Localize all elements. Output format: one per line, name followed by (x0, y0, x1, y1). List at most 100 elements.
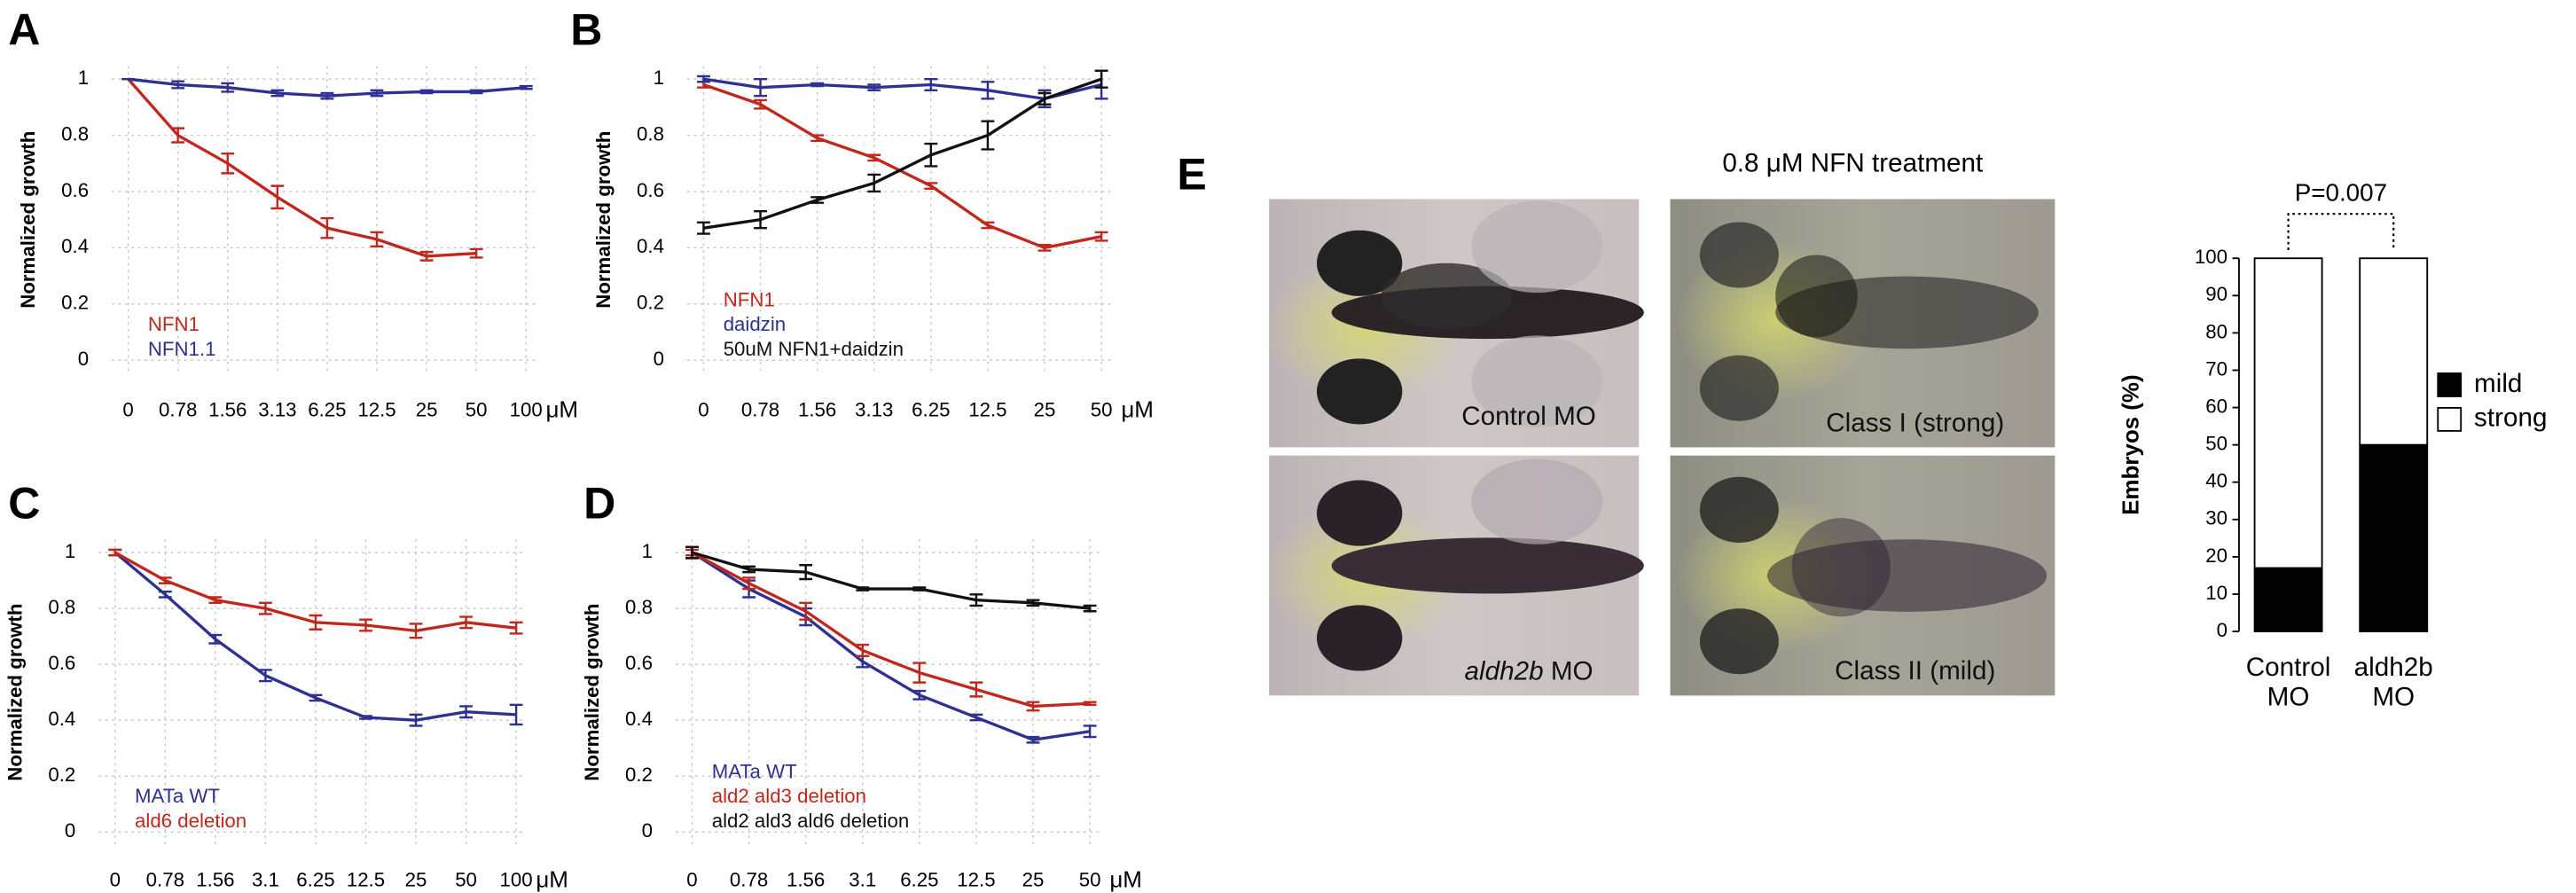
x-tick-label: 25 (405, 869, 427, 891)
legend-entry: ald2 ald3 deletion (712, 785, 866, 807)
y-tick-label: 50 (2205, 433, 2228, 455)
y-tick-label: 40 (2205, 470, 2228, 492)
series-line (691, 551, 1091, 741)
y-tick-label: 0 (78, 348, 89, 370)
y-tick-label: 0.4 (48, 708, 75, 730)
error-bar (221, 152, 235, 175)
photo (1670, 455, 2055, 696)
error-bar (158, 590, 172, 599)
x-tick-label: 0.78 (730, 869, 768, 891)
y-tick-label: 1 (654, 67, 664, 89)
x-tick-label: 25 (1034, 399, 1056, 421)
image-label: Control MO (1461, 402, 1596, 431)
error-bar (969, 713, 983, 722)
error-bar (459, 615, 473, 630)
y-tick-label: 0.2 (625, 764, 653, 786)
error-bar (1094, 231, 1108, 242)
legend-entry: MATa WT (712, 760, 797, 782)
error-bar (1037, 243, 1052, 252)
error-bar (912, 689, 927, 701)
x-tick-label: Control MO (2245, 654, 2331, 712)
x-tick-label: 0 (698, 399, 709, 421)
x-tick-label: 3.1 (849, 869, 876, 891)
x-tick-label: 100 (510, 399, 543, 421)
x-unit: μM (536, 868, 568, 893)
x-tick-label: 25 (1022, 869, 1045, 891)
y-axis-label: Embryos (%) (2118, 374, 2143, 515)
error-bar (856, 586, 870, 591)
error-bar (924, 77, 938, 92)
error-bar (469, 247, 483, 259)
y-tick-label: 0.8 (48, 596, 75, 618)
series-line (703, 77, 1102, 101)
error-bar (754, 77, 767, 98)
legend-entry: daidzin (724, 313, 786, 335)
error-bar (320, 216, 334, 239)
photo (1265, 455, 1644, 696)
x-tick-label: 50 (455, 869, 477, 891)
x-tick-label: 50 (1091, 399, 1113, 421)
image-label: Class I (strong) (1826, 408, 2004, 437)
y-tick-label: 0 (65, 819, 75, 842)
error-bar (810, 196, 825, 204)
error-bar (171, 127, 185, 144)
error-bar (359, 618, 372, 632)
y-axis-label: Normalized growth (592, 131, 615, 309)
x-tick-label: 1.56 (798, 399, 836, 421)
error-bar (810, 82, 825, 88)
y-tick-label: 30 (2205, 507, 2228, 529)
x-tick-label: 6.25 (900, 869, 938, 891)
x-tick-label: 0 (686, 869, 697, 891)
panel-label: E (1177, 150, 1206, 200)
error-bar (1026, 701, 1040, 712)
error-bar (697, 74, 710, 83)
y-tick-label: 1 (65, 540, 75, 562)
error-bar (981, 81, 995, 100)
x-tick-label: 3.13 (855, 399, 893, 421)
error-bar (208, 633, 223, 645)
y-tick-label: 1 (78, 67, 89, 89)
gene-name: aldh2b (1465, 656, 1544, 685)
x-tick-label: 6.25 (296, 869, 334, 891)
error-bar (754, 209, 767, 230)
legend-entry: NFN1 (148, 313, 200, 335)
y-tick-label: 70 (2205, 357, 2228, 380)
panel-label: B (570, 4, 602, 54)
y-tick-label: 0 (642, 819, 653, 842)
error-bar (258, 601, 272, 615)
error-bar (270, 184, 285, 210)
legend-entry: MATa WT (135, 785, 220, 807)
x-tick-label: 50 (466, 399, 488, 421)
y-tick-label: 0.4 (625, 708, 653, 730)
x-tick-label: 0.78 (741, 399, 779, 421)
error-bar (1094, 69, 1108, 89)
x-tick-label: 3.1 (252, 869, 279, 891)
y-tick-label: 60 (2205, 395, 2228, 417)
y-tick-label: 0.6 (48, 652, 75, 674)
error-bar (370, 231, 384, 247)
error-bar (309, 614, 323, 631)
error-bar (258, 669, 272, 683)
bar-segment (2253, 257, 2323, 569)
legend-entry: 50uM NFN1+daidzin (724, 338, 904, 360)
significance-bracket (2287, 213, 2395, 250)
x-tick-label: 6.25 (308, 399, 346, 421)
series-line (692, 551, 1091, 610)
x-tick-label: 12.5 (357, 399, 395, 421)
error-bar (459, 705, 473, 719)
y-tick-label: 0 (2217, 619, 2228, 641)
error-bar (509, 703, 523, 726)
error-bar (171, 80, 185, 90)
error-bar (409, 623, 423, 639)
error-bar (856, 643, 870, 657)
error-bar (419, 250, 434, 262)
y-tick-label: 20 (2205, 544, 2228, 567)
error-bar (469, 89, 483, 95)
annotation: P=0.007 (2295, 178, 2387, 206)
series-line (691, 551, 1091, 709)
x-tick-label: 25 (416, 399, 438, 421)
image-label: aldh2b MO (1465, 656, 1593, 685)
legend-entry: NFN1 (724, 288, 775, 310)
photo (1265, 199, 1644, 448)
